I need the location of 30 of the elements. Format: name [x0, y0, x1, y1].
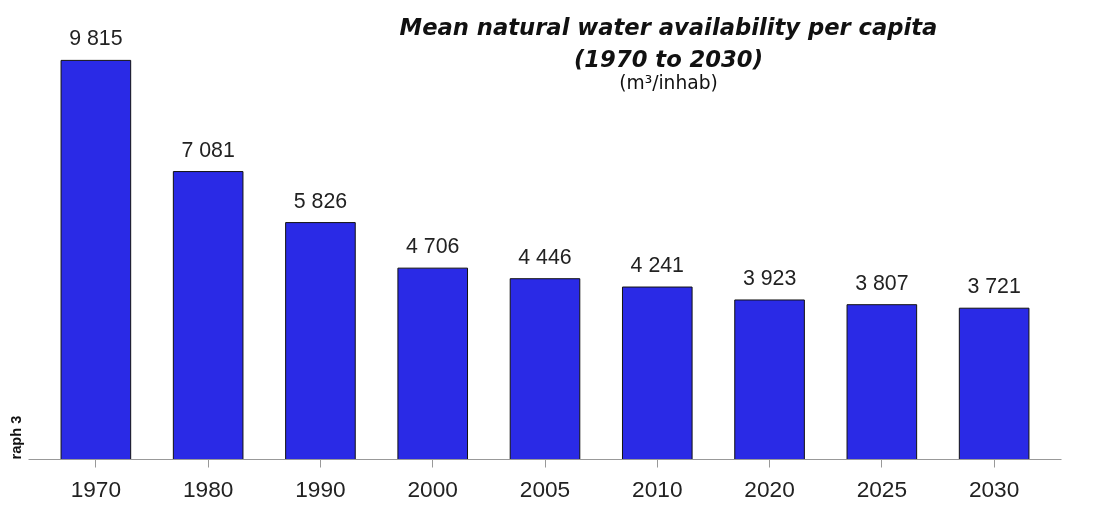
bar [509, 278, 581, 460]
data-label: 3 721 [967, 274, 1021, 299]
data-label: 4 446 [518, 244, 572, 269]
data-label: 9 815 [69, 26, 123, 51]
x-tick-label: 2010 [632, 475, 683, 502]
data-label: 3 807 [855, 270, 909, 295]
x-tick-label: 2030 [968, 475, 1020, 502]
data-label: 5 826 [293, 188, 348, 213]
bar [172, 171, 244, 460]
bar [846, 304, 918, 460]
data-label: 4 241 [630, 253, 684, 278]
x-tick-label: 1970 [70, 475, 122, 502]
bar [397, 267, 469, 460]
x-tick-label: 2005 [519, 475, 571, 502]
data-label: 3 923 [742, 265, 797, 290]
x-tick-label: 2025 [856, 475, 908, 502]
text: (m³/inhab) [619, 71, 718, 93]
x-tick-label: 1990 [295, 475, 346, 502]
x-tick-label: 1980 [182, 475, 234, 502]
bar [734, 299, 805, 460]
data-label: 7 081 [181, 137, 235, 162]
bar [285, 222, 356, 460]
chart-title: Mean natural water availability per capita (1970 to 2030) [399, 13, 938, 72]
bar [958, 307, 1030, 460]
bar [621, 286, 693, 460]
x-tick-label: 2020 [744, 475, 795, 502]
text: raph 3 [7, 415, 24, 460]
bar [60, 59, 132, 460]
data-label: 4 706 [406, 234, 460, 259]
x-tick-label: 2000 [407, 475, 458, 502]
